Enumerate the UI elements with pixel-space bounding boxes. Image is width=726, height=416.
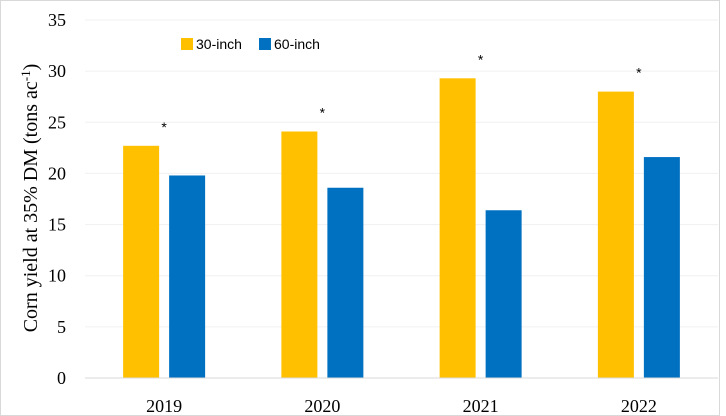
y-tick-label: 35 bbox=[48, 10, 66, 30]
significance-markers: * * * * bbox=[161, 51, 642, 135]
y-axis-label-superscript: -1 bbox=[18, 70, 33, 81]
x-tick-label: 2019 bbox=[146, 396, 182, 416]
y-tick-label: 10 bbox=[48, 266, 66, 286]
y-axis-label: Corn yield at 35% DM (tons ac-1) bbox=[18, 64, 42, 333]
significance-marker-2020: * bbox=[320, 104, 326, 120]
significance-marker-2022: * bbox=[636, 65, 642, 81]
y-tick-label: 15 bbox=[48, 215, 66, 235]
y-tick-label: 0 bbox=[57, 368, 66, 388]
y-tick-label: 20 bbox=[48, 163, 66, 183]
x-tick-label: 2022 bbox=[621, 396, 657, 416]
bar-30-inch-2019 bbox=[123, 145, 160, 378]
bar-30-inch-2021 bbox=[439, 78, 476, 378]
legend: 30-inch 60-inch bbox=[181, 36, 320, 52]
significance-marker-2021: * bbox=[478, 51, 484, 67]
bar-60-inch-2019 bbox=[169, 175, 206, 378]
legend-label-30-inch: 30-inch bbox=[196, 36, 242, 52]
bar-30-inch-2020 bbox=[281, 131, 318, 378]
bars bbox=[123, 78, 680, 378]
significance-marker-2019: * bbox=[161, 119, 167, 135]
legend-swatch-60-inch bbox=[259, 38, 271, 50]
bar-30-inch-2022 bbox=[597, 91, 634, 378]
legend-swatch-30-inch bbox=[181, 38, 193, 50]
bar-60-inch-2021 bbox=[485, 210, 522, 378]
bar-60-inch-2020 bbox=[327, 187, 364, 378]
y-tick-labels: 0 5 10 15 20 25 30 35 bbox=[48, 10, 66, 388]
x-tick-labels: 2019 2020 2021 2022 bbox=[146, 396, 657, 416]
y-axis-label-suffix: ) bbox=[20, 64, 42, 71]
legend-label-60-inch: 60-inch bbox=[274, 36, 320, 52]
bar-60-inch-2022 bbox=[643, 157, 680, 378]
y-tick-label: 5 bbox=[57, 317, 66, 337]
x-tick-label: 2020 bbox=[304, 396, 340, 416]
y-tick-label: 25 bbox=[48, 112, 66, 132]
x-tick-label: 2021 bbox=[463, 396, 499, 416]
y-axis-label-main: Corn yield at 35% DM (tons ac bbox=[20, 81, 42, 332]
y-tick-label: 30 bbox=[48, 61, 66, 81]
